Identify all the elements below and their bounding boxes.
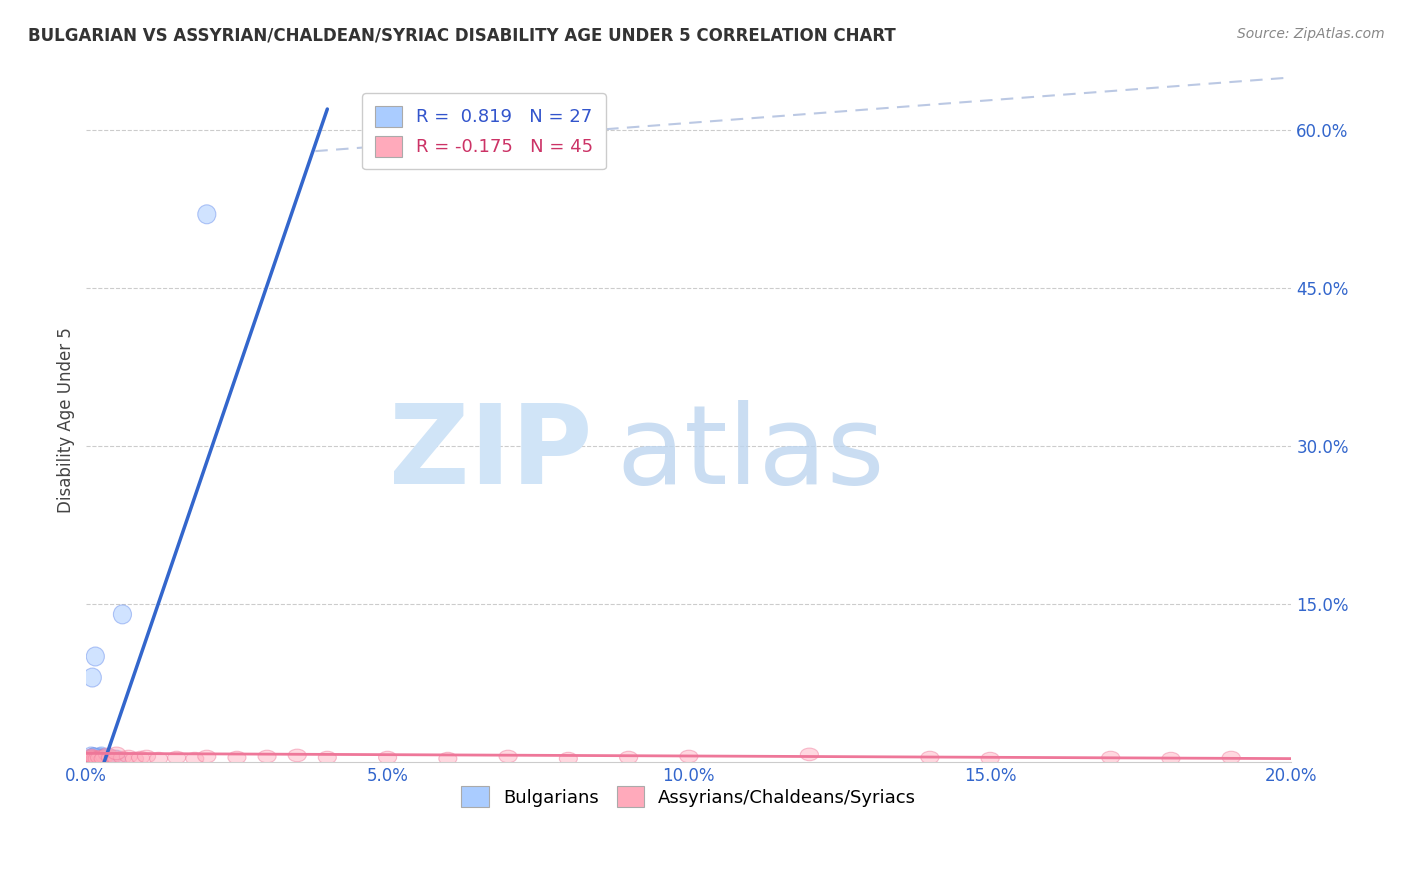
- Ellipse shape: [620, 751, 638, 764]
- Ellipse shape: [93, 750, 111, 763]
- Ellipse shape: [90, 749, 107, 768]
- Ellipse shape: [96, 750, 114, 769]
- Ellipse shape: [318, 751, 336, 764]
- Ellipse shape: [83, 750, 101, 763]
- Ellipse shape: [439, 752, 457, 765]
- Text: ZIP: ZIP: [389, 401, 592, 508]
- Ellipse shape: [90, 749, 107, 768]
- Ellipse shape: [84, 751, 103, 764]
- Ellipse shape: [288, 749, 307, 762]
- Ellipse shape: [120, 750, 138, 763]
- Ellipse shape: [107, 747, 125, 760]
- Ellipse shape: [94, 752, 112, 765]
- Ellipse shape: [101, 749, 120, 768]
- Legend: Bulgarians, Assyrians/Chaldeans/Syriacs: Bulgarians, Assyrians/Chaldeans/Syriacs: [454, 779, 924, 814]
- Ellipse shape: [107, 752, 125, 765]
- Ellipse shape: [198, 205, 217, 224]
- Ellipse shape: [107, 750, 125, 769]
- Text: atlas: atlas: [617, 401, 884, 508]
- Ellipse shape: [114, 605, 132, 624]
- Ellipse shape: [82, 749, 100, 768]
- Ellipse shape: [186, 752, 204, 765]
- Ellipse shape: [1222, 751, 1240, 764]
- Ellipse shape: [981, 752, 1000, 765]
- Ellipse shape: [228, 751, 246, 764]
- Ellipse shape: [94, 749, 112, 768]
- Ellipse shape: [149, 752, 167, 765]
- Ellipse shape: [83, 668, 101, 687]
- Text: BULGARIAN VS ASSYRIAN/CHALDEAN/SYRIAC DISABILITY AGE UNDER 5 CORRELATION CHART: BULGARIAN VS ASSYRIAN/CHALDEAN/SYRIAC DI…: [28, 27, 896, 45]
- Ellipse shape: [132, 751, 149, 764]
- Ellipse shape: [378, 751, 396, 764]
- Ellipse shape: [96, 750, 114, 763]
- Ellipse shape: [83, 750, 101, 769]
- Ellipse shape: [1102, 751, 1119, 764]
- Ellipse shape: [84, 748, 103, 767]
- Ellipse shape: [89, 750, 107, 769]
- Ellipse shape: [86, 749, 104, 768]
- Ellipse shape: [82, 752, 100, 765]
- Ellipse shape: [90, 751, 107, 764]
- Ellipse shape: [198, 750, 217, 763]
- Ellipse shape: [167, 751, 186, 764]
- Ellipse shape: [86, 748, 104, 767]
- Ellipse shape: [125, 752, 143, 765]
- Ellipse shape: [83, 750, 101, 769]
- Ellipse shape: [560, 752, 578, 765]
- Ellipse shape: [93, 750, 111, 769]
- Ellipse shape: [82, 750, 100, 769]
- Ellipse shape: [83, 750, 101, 763]
- Ellipse shape: [921, 751, 939, 764]
- Ellipse shape: [800, 748, 818, 761]
- Ellipse shape: [98, 748, 117, 761]
- Ellipse shape: [84, 748, 103, 767]
- Ellipse shape: [104, 750, 122, 763]
- Ellipse shape: [98, 750, 117, 769]
- Ellipse shape: [90, 748, 108, 767]
- Ellipse shape: [89, 752, 107, 765]
- Ellipse shape: [80, 751, 98, 764]
- Ellipse shape: [93, 747, 111, 766]
- Ellipse shape: [84, 748, 103, 767]
- Ellipse shape: [82, 749, 100, 762]
- Ellipse shape: [86, 752, 104, 765]
- Ellipse shape: [86, 647, 104, 666]
- Y-axis label: Disability Age Under 5: Disability Age Under 5: [58, 326, 75, 513]
- Ellipse shape: [82, 747, 100, 766]
- Ellipse shape: [89, 749, 107, 768]
- Ellipse shape: [138, 750, 156, 763]
- Ellipse shape: [90, 751, 108, 764]
- Ellipse shape: [84, 751, 103, 764]
- Ellipse shape: [101, 751, 120, 764]
- Ellipse shape: [86, 752, 104, 765]
- Ellipse shape: [499, 750, 517, 763]
- Ellipse shape: [96, 749, 114, 768]
- Ellipse shape: [1161, 752, 1180, 765]
- Text: Source: ZipAtlas.com: Source: ZipAtlas.com: [1237, 27, 1385, 41]
- Ellipse shape: [114, 751, 132, 764]
- Ellipse shape: [681, 750, 697, 763]
- Ellipse shape: [259, 750, 276, 763]
